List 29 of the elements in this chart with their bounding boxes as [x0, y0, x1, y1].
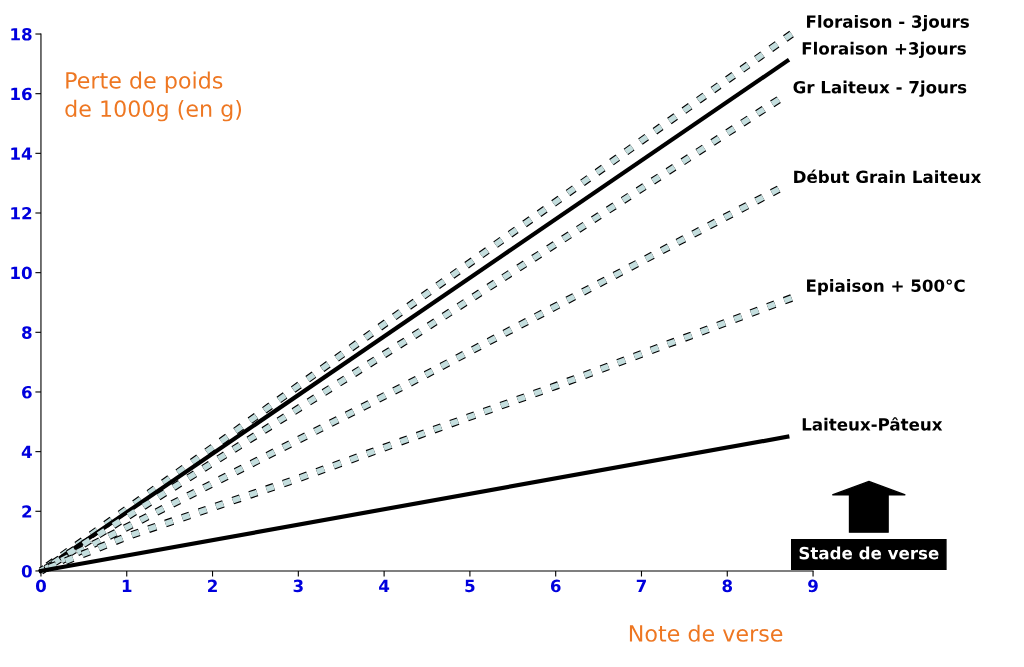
x-tick-label: 3	[293, 579, 303, 593]
series-label: Epiaison + 500°C	[807, 279, 965, 296]
series-label: Floraison - 3jours	[807, 14, 969, 32]
x-tick-label: 0	[35, 579, 46, 593]
y-tick-label: 12	[11, 206, 32, 220]
x-tick-label: 6	[550, 579, 561, 593]
x-tick-label: 1	[122, 579, 132, 592]
x-tick-label: 2	[208, 579, 217, 592]
y-tick-label: 6	[22, 385, 32, 399]
series-label: Laiteux-Pâteux	[802, 417, 943, 431]
y-tick-label: 4	[21, 445, 32, 458]
y-axis-title: Perte de poids de 1000g (en g)	[65, 71, 242, 122]
y-tick-label: 18	[11, 27, 32, 41]
y-tick-label: 10	[11, 266, 32, 280]
y-tick-label: 16	[11, 87, 32, 101]
x-tick-label: 8	[722, 579, 733, 593]
series-label: Gr Laiteux - 7jours	[793, 80, 967, 97]
y-tick-label: 0	[21, 564, 32, 578]
x-tick-label: 7	[636, 579, 646, 592]
y-tick-label: 2	[22, 505, 32, 518]
y-tick-label: 14	[11, 147, 32, 160]
annotation: Stade de verse	[799, 546, 939, 560]
y-tick-label: 8	[22, 326, 32, 339]
x-axis-title: Note de verse	[629, 624, 783, 642]
x-tick-label: 5	[465, 579, 475, 593]
series-label: Floraison +3jours	[802, 41, 966, 59]
x-tick-label: 4	[379, 579, 390, 592]
series-label: Début Grain Laiteux	[794, 169, 982, 184]
x-tick-label: 9	[808, 579, 818, 593]
